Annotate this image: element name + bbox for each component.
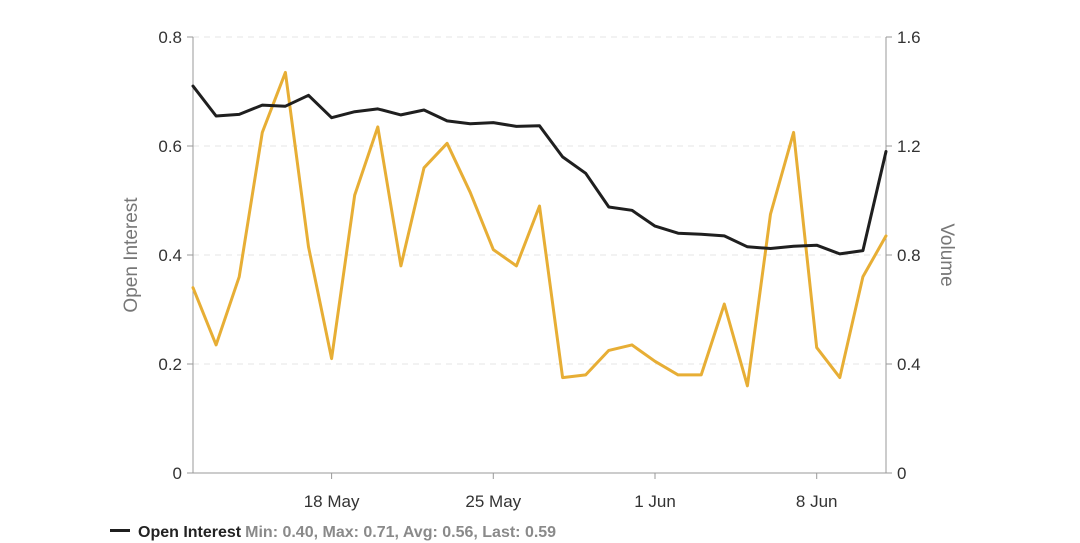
left-tick-label: 0.6 — [158, 137, 182, 156]
legend: Open Interest Min: 0.40, Max: 0.71, Avg: … — [110, 524, 556, 542]
x-tick-label: 18 May — [304, 492, 360, 511]
legend-swatch — [110, 529, 130, 533]
x-axis-ticks: 18 May 25 May 1 Jun 8 Jun — [304, 492, 838, 511]
legend-series-name: Open Interest — [138, 524, 242, 541]
axes — [187, 36, 892, 479]
right-tick-label: 0.4 — [897, 355, 921, 374]
left-tick-label: 0.2 — [158, 355, 182, 374]
right-axis-title: Volume — [936, 223, 957, 286]
right-tick-label: 1.6 — [897, 28, 921, 47]
right-axis-ticks: 0 0.4 0.8 1.2 1.6 — [897, 28, 921, 483]
grid-lines — [193, 36, 886, 365]
series-line-open-interest — [191, 84, 888, 256]
left-tick-label: 0.8 — [158, 28, 182, 47]
left-tick-label: 0 — [173, 464, 182, 483]
right-tick-label: 0 — [897, 464, 906, 483]
right-tick-label: 1.2 — [897, 137, 921, 156]
legend-series-stats: Min: 0.40, Max: 0.71, Avg: 0.56, Last: 0… — [245, 524, 557, 541]
series-line-volume — [191, 70, 888, 388]
left-axis-title: Open Interest — [121, 197, 142, 313]
x-tick-label: 8 Jun — [796, 492, 838, 511]
series-lines — [191, 70, 888, 388]
x-tick-label: 1 Jun — [634, 492, 676, 511]
right-tick-label: 0.8 — [897, 246, 921, 265]
x-tick-label: 25 May — [465, 492, 521, 511]
left-axis-ticks: 0 0.2 0.4 0.6 0.8 — [158, 28, 182, 483]
left-tick-label: 0.4 — [158, 246, 182, 265]
